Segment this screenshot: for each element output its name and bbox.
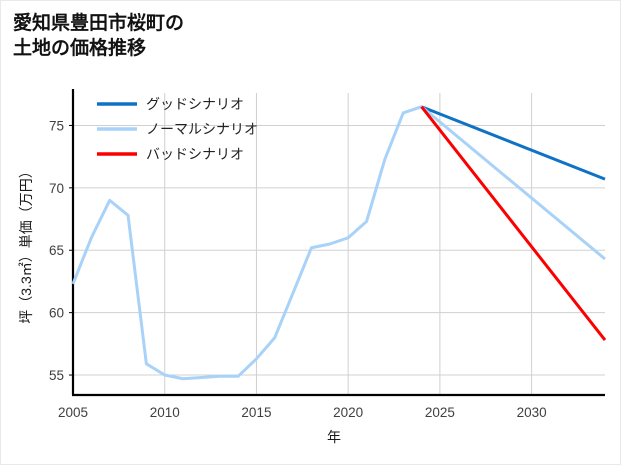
x-axis-tick-label: 2025 <box>425 405 455 420</box>
legend-label-バッドシナリオ: バッドシナリオ <box>146 146 244 162</box>
legend-label-グッドシナリオ: グッドシナリオ <box>146 96 244 112</box>
x-axis-tick-label: 2015 <box>241 405 271 420</box>
y-axis-tick-label: 65 <box>49 243 64 258</box>
series-line-バッドシナリオ <box>420 105 607 342</box>
x-axis-tick-label: 2010 <box>150 405 180 420</box>
y-axis-tick-label: 60 <box>49 306 64 321</box>
y-axis-tick-label: 70 <box>49 181 64 196</box>
x-axis-tick-label: 2030 <box>517 405 547 420</box>
y-axis-tick-label: 55 <box>49 368 64 383</box>
x-axis-tick-label: 2005 <box>58 405 88 420</box>
x-axis-label: 年 <box>327 429 341 445</box>
legend-label-ノーマルシナリオ: ノーマルシナリオ <box>146 121 258 137</box>
y-axis-label: 坪（3.3㎡）単価（万円） <box>18 164 34 323</box>
series-line-グッドシナリオ <box>420 105 606 181</box>
x-axis-tick-label: 2020 <box>333 405 363 420</box>
page-title: 愛知県豊田市桜町の 土地の価格推移 <box>13 13 185 60</box>
y-axis-tick-label: 75 <box>49 118 64 133</box>
series-line-ノーマルシナリオ <box>71 105 606 381</box>
